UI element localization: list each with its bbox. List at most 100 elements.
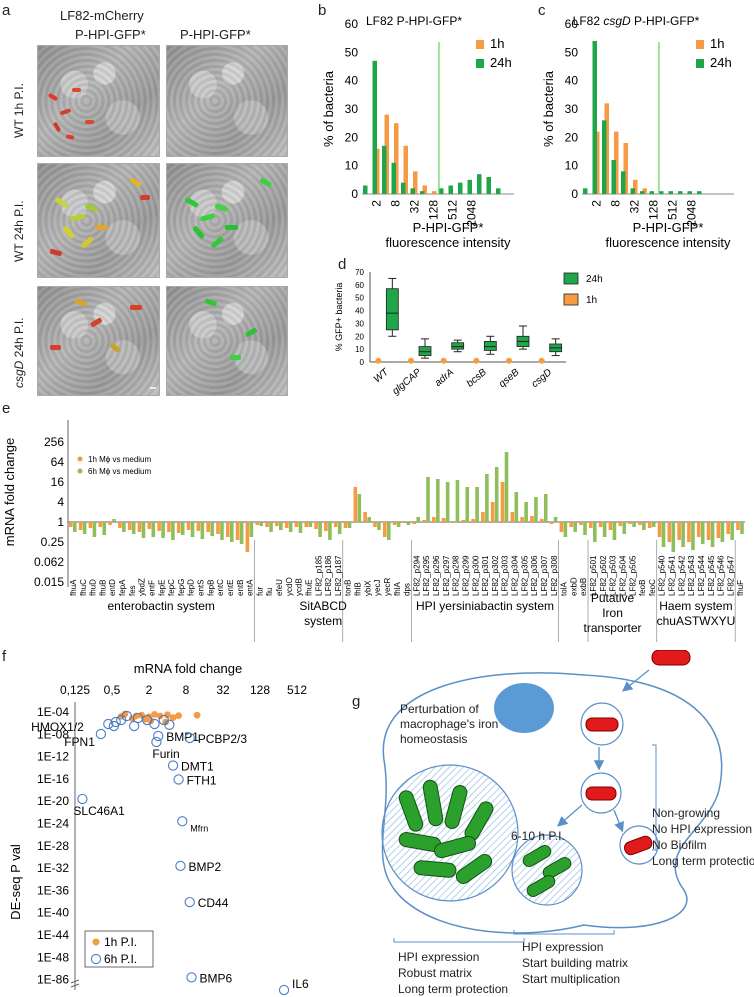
- x-tick-label: 0,125: [60, 683, 90, 697]
- bar-1h: [343, 522, 348, 528]
- bar-1h: [88, 522, 93, 528]
- bar-6h: [328, 522, 332, 540]
- y-tick-label: 1E-24: [37, 817, 69, 831]
- bar-24h: [401, 182, 406, 194]
- bar-1h: [608, 522, 613, 530]
- bar-24h: [621, 171, 626, 194]
- gene-label: fhuF: [736, 580, 745, 596]
- bar-1h: [432, 517, 436, 522]
- y-tick-label: 0: [351, 187, 358, 201]
- left-annotation-item: HPI expression: [398, 950, 480, 964]
- point-6h-labeled: [95, 728, 107, 740]
- gene-label: fes: [128, 585, 137, 596]
- bar-1h: [216, 522, 220, 534]
- point-1h: [506, 357, 512, 364]
- gene-label: LF82_p541: [668, 555, 677, 596]
- x-tick-label: 512: [665, 200, 679, 220]
- point-label: CD44: [198, 896, 229, 910]
- bar-6h: [700, 522, 705, 544]
- bracket-right: [652, 744, 657, 851]
- gene-label: feoB: [638, 580, 647, 596]
- point-6h-labeled: [186, 972, 197, 983]
- bar-24h: [602, 120, 607, 194]
- y-tick-label: 1E-28: [37, 839, 69, 853]
- panel-a-col2-label: P-HPI-GFP*: [180, 27, 251, 42]
- bar-6h: [681, 522, 685, 547]
- gene-label: LF82_p307: [540, 555, 549, 596]
- gene-label: LF82_p546: [717, 555, 726, 596]
- group-label: Haem system: [659, 599, 732, 613]
- bar-1h: [539, 519, 544, 522]
- bar-24h: [640, 191, 645, 194]
- bar-1h: [206, 522, 210, 532]
- bar-1h: [382, 522, 387, 537]
- legend-swatch-1h: [476, 40, 484, 49]
- bar-1h: [314, 522, 318, 529]
- y-tick-label: 0.062: [34, 555, 64, 569]
- bar-6h: [593, 522, 597, 542]
- bar-1h: [147, 522, 152, 529]
- point-6h-labeled: [153, 730, 164, 742]
- bar-6h: [92, 522, 97, 537]
- gene-label: LF82_p308: [550, 555, 559, 596]
- point-6h-labeled: [173, 774, 184, 785]
- bar-1h: [441, 518, 446, 522]
- mid-annotation-item: Start multiplication: [522, 972, 621, 986]
- bar-6h: [602, 522, 607, 537]
- bar-1h: [481, 512, 485, 522]
- gene-label: LF82_p547: [726, 555, 735, 596]
- y-tick-label: 1: [57, 515, 64, 529]
- histogram-b: LF82 P-HPI-GFP* 0 10 20 30 40 50 60 2 8 32 128 512 20…: [321, 14, 514, 250]
- point-1h: [473, 357, 480, 364]
- gene-label: tonB: [344, 580, 353, 596]
- panel-letter-e: e: [2, 400, 11, 417]
- bracket-mid: [513, 930, 615, 935]
- bar-6h: [161, 522, 165, 538]
- y-tick-label: 40: [345, 74, 359, 88]
- x-axis-label-line2: fluorescence intensity: [385, 235, 511, 250]
- point-1h: [193, 711, 201, 719]
- x-tick-label: 512: [287, 683, 307, 697]
- bar-1h: [196, 522, 201, 531]
- y-tick-label: 1E-40: [37, 906, 69, 920]
- bar-1h: [598, 522, 603, 527]
- legend-label: 6h Mϕ vs medium: [88, 467, 152, 476]
- bacterium-vacuole-2: [585, 786, 617, 801]
- x-axis-label-line1: P-HPI-GFP*: [633, 220, 704, 235]
- legend-label-24h: 24h: [490, 55, 512, 70]
- legend-swatch-24h: [476, 59, 484, 68]
- point-6h-labeled: [175, 860, 186, 872]
- y-tick-label: 1E-08: [37, 727, 69, 741]
- bar-6h: [710, 522, 715, 547]
- bar-1h: [403, 145, 408, 194]
- bar-6h: [632, 522, 636, 527]
- bar-6h: [73, 522, 77, 532]
- bar-6h: [102, 522, 107, 535]
- bar-1h: [225, 522, 230, 537]
- bar-6h: [180, 522, 185, 535]
- gene-label: LF82_p185: [314, 555, 323, 596]
- chart-title-italic: csgD: [603, 14, 631, 28]
- gene-label: LF82_p540: [658, 555, 667, 596]
- legend-marker: [77, 468, 83, 474]
- legend-marker: [77, 456, 83, 462]
- bar-6h: [740, 522, 744, 534]
- bar-24h: [363, 185, 368, 194]
- bar-1h: [471, 519, 475, 522]
- micrograph-wt-1h-gfp: [166, 45, 288, 157]
- point-label: Mfrn: [190, 823, 208, 833]
- y-tick-label: 10: [355, 345, 364, 354]
- bar-chart-e: 256 64 16 4 1 0.25 0.062 0.015 mRNA fold change f…: [2, 420, 745, 642]
- mid-annotation-item: Start building matrix: [522, 956, 629, 970]
- bar-1h: [422, 520, 426, 522]
- bar-1h: [638, 522, 642, 525]
- bar-24h: [659, 191, 664, 194]
- bar-6h: [357, 494, 362, 522]
- bar-1h: [392, 522, 397, 525]
- point-6h-labeled: [177, 816, 188, 827]
- bar-6h: [298, 522, 303, 533]
- bar-6h: [642, 522, 646, 530]
- bar-1h: [284, 522, 289, 528]
- bar-1h: [549, 522, 554, 524]
- group-label: SitABCD: [299, 599, 347, 613]
